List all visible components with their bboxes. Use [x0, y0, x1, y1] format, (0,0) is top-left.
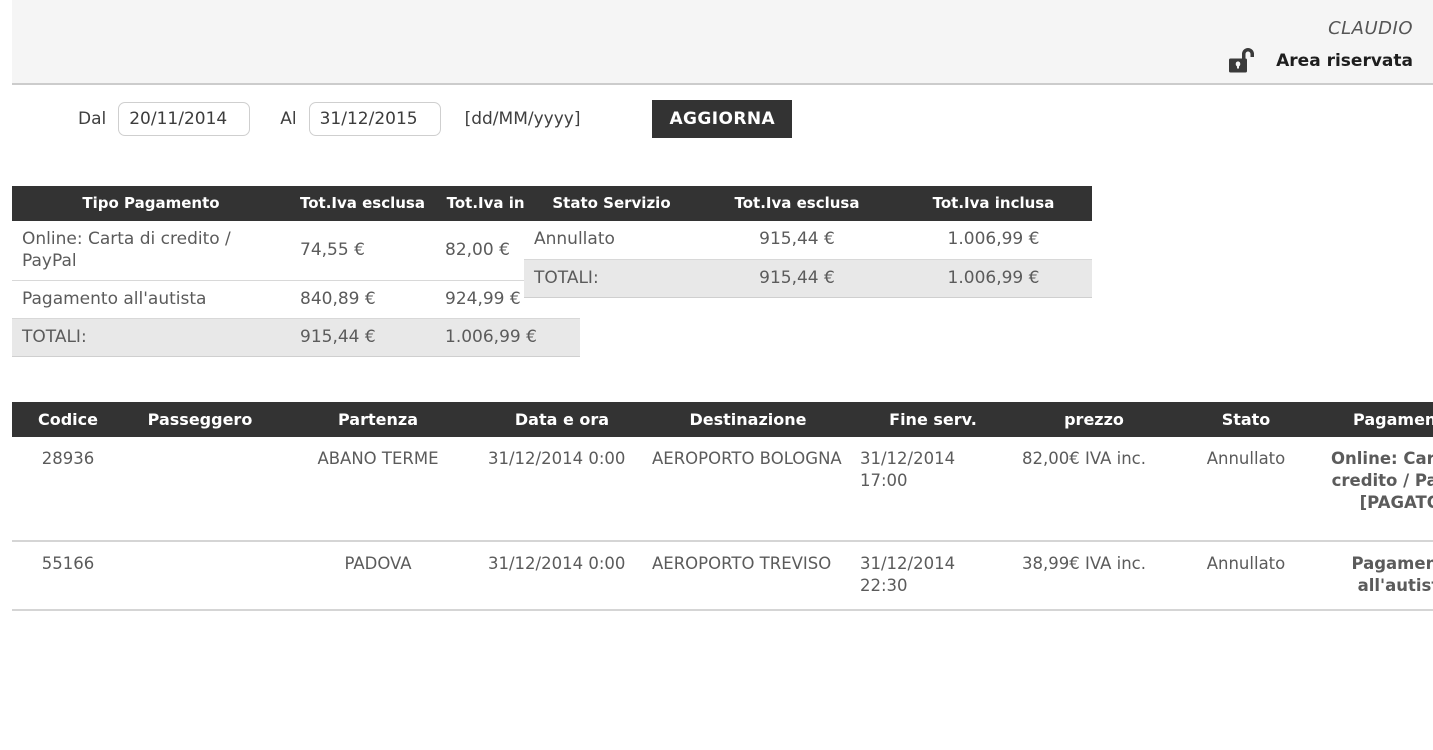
column-header-partenza[interactable]: Partenza	[276, 402, 480, 437]
from-date-input[interactable]	[118, 102, 251, 136]
column-header-tot-iva-inclusa: Tot.Iva inclusa	[895, 186, 1092, 222]
unlocked-padlock-icon	[1224, 46, 1264, 76]
cell-fine-serv: 31/12/2014 17:00	[852, 437, 1014, 542]
reserved-area-label: Area riservata	[1276, 51, 1413, 71]
update-button[interactable]: AGGIORNA	[652, 100, 792, 138]
table-header-row: Stato Servizio Tot.Iva esclusa Tot.Iva i…	[524, 186, 1092, 222]
payment-type: Pagamento all'autista	[12, 280, 290, 320]
reserved-area[interactable]: Area riservata	[1224, 46, 1413, 76]
cell-destinazione: AEROPORTO TREVISO	[644, 540, 852, 611]
column-header-destinazione[interactable]: Destinazione	[644, 402, 852, 437]
from-date-label: Dal	[78, 109, 107, 129]
table-header-row: Tipo Pagamento Tot.Iva esclusa Tot.Iva i…	[12, 186, 580, 222]
table-row: Annullato 915,44 € 1.006,99 €	[524, 221, 1092, 260]
column-header-codice[interactable]: Codice	[12, 402, 124, 437]
cell-destinazione: AEROPORTO BOLOGNA	[644, 437, 852, 542]
table-header-row: Codice Passeggero Partenza Data e ora De…	[12, 402, 1433, 437]
cell-partenza: ABANO TERME	[276, 437, 480, 542]
cell-data-e-ora: 31/12/2014 0:00	[480, 437, 644, 542]
cell-codice: 28936	[12, 437, 124, 542]
column-header-passeggero[interactable]: Passeggero	[124, 402, 276, 437]
cell-codice: 55166	[12, 540, 124, 611]
payment-total-label: TOTALI:	[12, 318, 290, 358]
services-table-wrap: Codice Passeggero Partenza Data e ora De…	[12, 402, 1433, 611]
status-total-label: TOTALI:	[524, 259, 699, 298]
payment-net: 74,55 €	[290, 221, 435, 281]
column-header-data-e-ora[interactable]: Data e ora	[480, 402, 644, 437]
table-row: Pagamento all'autista 840,89 € 924,99 €	[12, 280, 580, 320]
cell-data-e-ora: 31/12/2014 0:00	[480, 540, 644, 611]
column-header-stato[interactable]: Stato	[1174, 402, 1318, 437]
table-row[interactable]: 55166 PADOVA 31/12/2014 0:00 AEROPORTO T…	[12, 540, 1433, 611]
column-header-tot-iva-esclusa: Tot.Iva esclusa	[699, 186, 895, 222]
column-header-tipo-pagamento: Tipo Pagamento	[12, 186, 290, 222]
services-table: Codice Passeggero Partenza Data e ora De…	[12, 402, 1433, 611]
column-header-stato-servizio: Stato Servizio	[524, 186, 699, 222]
user-name: CLAUDIO	[1328, 18, 1413, 39]
cell-passeggero	[124, 540, 276, 611]
column-header-tot-iva-esclusa: Tot.Iva esclusa	[290, 186, 435, 222]
cell-stato: Annullato	[1174, 437, 1318, 542]
status-net: 915,44 €	[699, 221, 895, 260]
payment-net: 840,89 €	[290, 280, 435, 320]
table-row: Online: Carta di credito / PayPal 74,55 …	[12, 221, 580, 281]
cell-stato: Annullato	[1174, 540, 1318, 611]
table-row[interactable]: 28936 ABANO TERME 31/12/2014 0:00 AEROPO…	[12, 437, 1433, 542]
payment-total-net: 915,44 €	[290, 318, 435, 358]
status-gross: 1.006,99 €	[895, 221, 1092, 260]
cell-passeggero	[124, 437, 276, 542]
payment-total-gross: 1.006,99 €	[435, 318, 580, 358]
cell-partenza: PADOVA	[276, 540, 480, 611]
status-summary-table: Stato Servizio Tot.Iva esclusa Tot.Iva i…	[524, 186, 1092, 298]
status-total-net: 915,44 €	[699, 259, 895, 298]
status-label: Annullato	[524, 221, 699, 260]
column-header-prezzo[interactable]: prezzo	[1014, 402, 1174, 437]
top-bar: CLAUDIO Area riservata	[12, 0, 1433, 85]
cell-prezzo: 82,00€ IVA inc.	[1014, 437, 1174, 542]
status-total-row: TOTALI: 915,44 € 1.006,99 €	[524, 259, 1092, 298]
cell-pagamento: Online: Carta di credito / PayPal [PAGAT…	[1318, 437, 1433, 542]
cell-fine-serv: 31/12/2014 22:30	[852, 540, 1014, 611]
payment-summary-table: Tipo Pagamento Tot.Iva esclusa Tot.Iva i…	[12, 186, 580, 358]
cell-pagamento: Pagamento all'autista	[1318, 540, 1433, 611]
column-header-pagamento[interactable]: Pagamento	[1318, 402, 1433, 437]
column-header-fine-serv[interactable]: Fine serv.	[852, 402, 1014, 437]
date-filter-bar: Dal Al [dd/MM/yyyy] AGGIORNA	[12, 86, 1433, 152]
status-total-gross: 1.006,99 €	[895, 259, 1092, 298]
cell-prezzo: 38,99€ IVA inc.	[1014, 540, 1174, 611]
to-date-label: Al	[280, 109, 297, 129]
date-format-hint: [dd/MM/yyyy]	[464, 109, 581, 129]
to-date-input[interactable]	[308, 102, 441, 136]
payment-type: Online: Carta di credito / PayPal	[12, 221, 290, 281]
payment-total-row: TOTALI: 915,44 € 1.006,99 €	[12, 318, 580, 358]
